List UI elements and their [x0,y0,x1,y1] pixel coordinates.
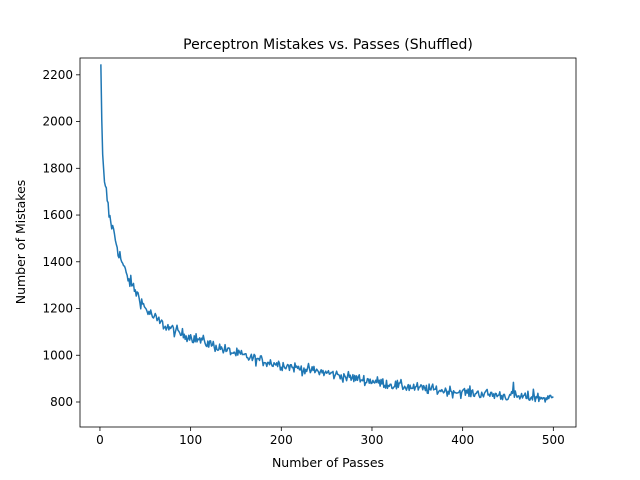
plot-area: 0 100 200 300 400 500 800 1000 1200 1400 1600 1800… [42,57,577,447]
y-tick-label: 1000 [42,348,73,362]
x-tick-label: 0 [96,433,104,447]
y-tick-label: 1600 [42,208,73,222]
y-axis-label: Number of Mistakes [13,180,28,305]
y-axis: 800 1000 1200 1400 1600 1800 2000 2200 [42,68,80,409]
y-tick-label: 1800 [42,161,73,175]
y-tick-label: 1200 [42,302,73,316]
x-tick-label: 500 [542,433,565,447]
chart-title: Perceptron Mistakes vs. Passes (Shuffled… [183,37,473,53]
x-tick-label: 300 [361,433,384,447]
axes-frame [79,57,577,428]
x-tick-label: 400 [451,433,474,447]
y-tick-label: 2000 [42,115,73,129]
y-tick-label: 800 [50,395,73,409]
y-tick-label: 2200 [42,68,73,82]
x-axis-label: Number of Passes [272,455,384,470]
y-tick-label: 1400 [42,255,73,269]
x-tick-label: 200 [270,433,293,447]
x-tick-label: 100 [179,433,202,447]
series-line [100,64,554,403]
x-axis: 0 100 200 300 400 500 [96,427,565,447]
